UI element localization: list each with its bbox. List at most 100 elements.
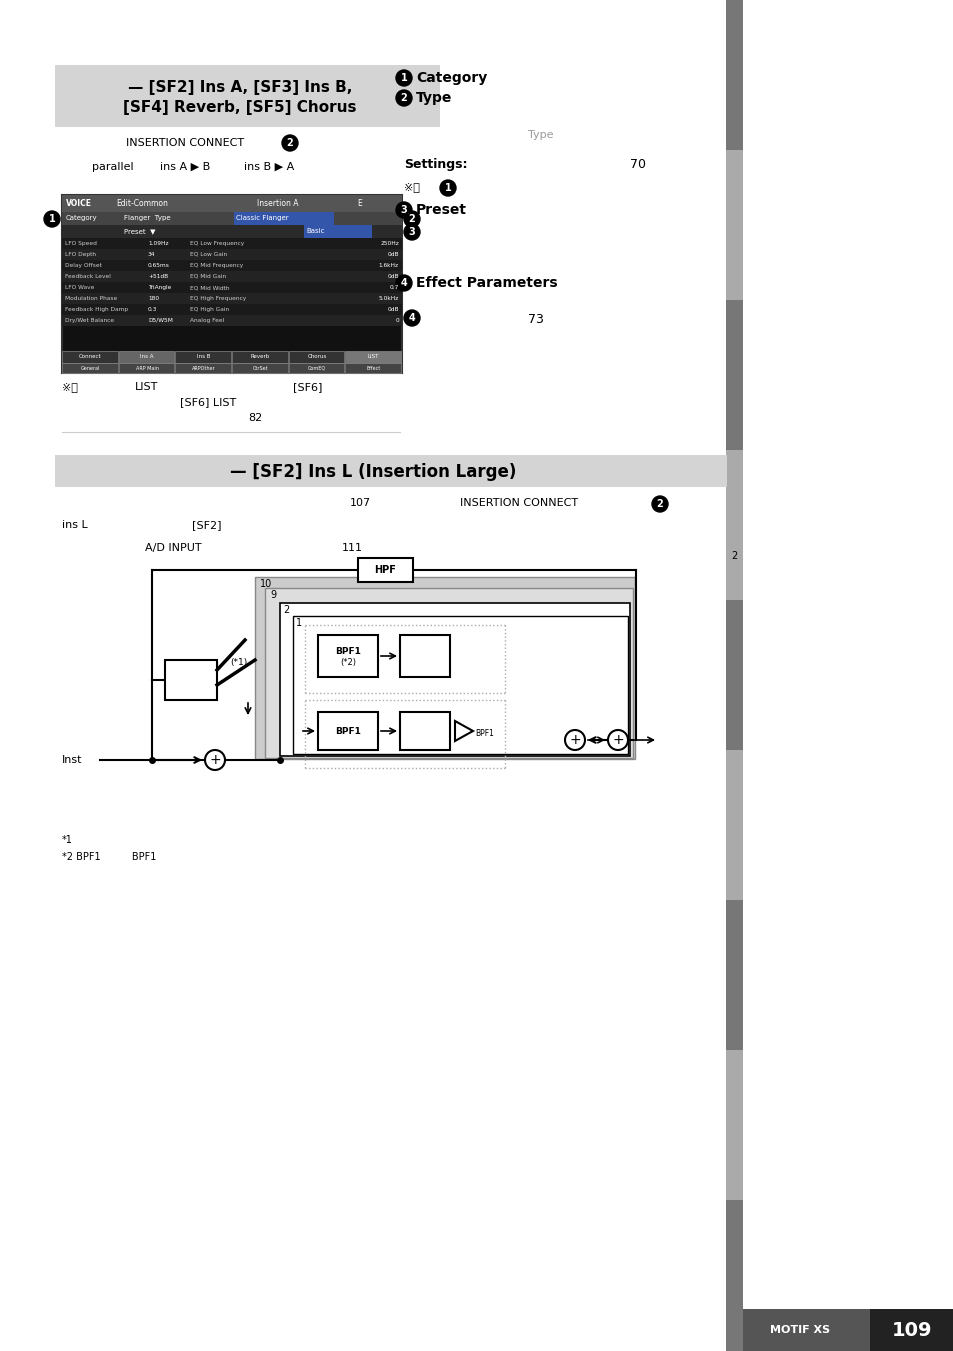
Text: CtrSet: CtrSet (253, 366, 268, 370)
Bar (317, 712, 377, 750)
Bar (317, 635, 377, 677)
Text: Preset: Preset (416, 203, 467, 218)
Text: ARPOther: ARPOther (192, 366, 215, 370)
Text: 2: 2 (400, 93, 407, 103)
Text: 70: 70 (629, 158, 645, 172)
Text: A/D INPUT: A/D INPUT (145, 543, 201, 553)
Text: 0dB: 0dB (387, 253, 398, 257)
Text: 1: 1 (400, 73, 407, 82)
Circle shape (564, 730, 584, 750)
Bar (357, 558, 413, 582)
Bar (62, 195, 401, 373)
Text: *2 BPF1          BPF1: *2 BPF1 BPF1 (62, 852, 156, 862)
Bar (55, 65, 439, 127)
Circle shape (651, 496, 667, 512)
Text: 73: 73 (527, 313, 543, 326)
Text: 2: 2 (283, 605, 289, 615)
Text: HPF: HPF (375, 565, 396, 576)
Text: 1.09Hz: 1.09Hz (148, 240, 169, 246)
Text: 250Hz: 250Hz (379, 240, 398, 246)
Text: Insertion A: Insertion A (256, 199, 298, 208)
Circle shape (395, 203, 412, 218)
Text: 0dB: 0dB (387, 274, 398, 280)
Bar (725, 0, 742, 1351)
Text: — [SF2] Ins L (Insertion Large): — [SF2] Ins L (Insertion Large) (230, 463, 516, 481)
Bar (725, 750, 742, 900)
Text: 111: 111 (341, 543, 363, 553)
Text: Category: Category (66, 215, 97, 222)
Circle shape (403, 309, 419, 326)
Text: (*1): (*1) (230, 658, 247, 667)
Text: 2: 2 (286, 138, 294, 149)
Text: EQ Mid Frequency: EQ Mid Frequency (190, 263, 243, 267)
Text: 0: 0 (395, 317, 398, 323)
Text: LIST: LIST (368, 354, 379, 359)
Text: Effect Parameters: Effect Parameters (416, 276, 558, 290)
Text: Preset  ▼: Preset ▼ (124, 228, 155, 234)
Text: Flanger  Type: Flanger Type (124, 215, 171, 222)
Text: Delay Offset: Delay Offset (65, 263, 102, 267)
Text: ins A ▶ B: ins A ▶ B (160, 162, 210, 172)
Text: 34: 34 (148, 253, 155, 257)
Text: BPF1: BPF1 (335, 647, 360, 655)
Text: [SF6]: [SF6] (293, 382, 322, 392)
Bar (725, 1050, 742, 1200)
Circle shape (403, 211, 419, 227)
Bar (293, 616, 627, 754)
Text: Chorus: Chorus (307, 354, 326, 359)
Text: ※注: ※注 (62, 382, 78, 392)
Text: 4: 4 (408, 313, 415, 323)
Bar (62, 363, 117, 373)
Text: (*2): (*2) (339, 658, 355, 666)
Text: BPF1: BPF1 (475, 728, 494, 738)
Bar (725, 900, 742, 1050)
Text: ins L: ins L (62, 520, 88, 530)
Text: 4: 4 (400, 278, 407, 288)
Bar (725, 150, 742, 300)
Bar (742, 1309, 953, 1351)
Bar (232, 363, 288, 373)
Text: 1: 1 (295, 617, 302, 628)
Circle shape (403, 224, 419, 240)
Text: E: E (356, 199, 361, 208)
Text: EQ High Gain: EQ High Gain (190, 307, 229, 312)
Text: +: + (209, 753, 220, 767)
Text: 107: 107 (350, 499, 371, 508)
Circle shape (607, 730, 627, 750)
Text: ComEQ: ComEQ (308, 366, 326, 370)
Bar (232, 351, 288, 363)
Circle shape (44, 211, 60, 227)
Text: +: + (612, 734, 623, 747)
Text: EQ Low Frequency: EQ Low Frequency (190, 240, 244, 246)
Text: 3: 3 (408, 227, 415, 236)
Text: Modulation Phase: Modulation Phase (65, 296, 117, 301)
Bar (62, 293, 401, 304)
Circle shape (395, 70, 412, 86)
Bar (55, 455, 726, 486)
Text: — [SF2] Ins A, [SF3] Ins B,: — [SF2] Ins A, [SF3] Ins B, (128, 80, 352, 95)
Circle shape (205, 750, 225, 770)
Text: +51dB: +51dB (148, 274, 168, 280)
Bar (725, 450, 742, 600)
Bar (233, 212, 334, 226)
Bar (118, 351, 174, 363)
Bar (345, 351, 400, 363)
Text: VOICE: VOICE (66, 199, 91, 208)
Text: 2: 2 (408, 213, 415, 224)
Text: EQ Mid Gain: EQ Mid Gain (190, 274, 226, 280)
Bar (62, 238, 401, 249)
Text: 2: 2 (656, 499, 662, 509)
Text: parallel: parallel (91, 162, 133, 172)
Text: Edit-Common: Edit-Common (116, 199, 168, 208)
Text: EQ High Frequency: EQ High Frequency (190, 296, 246, 301)
Text: Feedback High Damp: Feedback High Damp (65, 307, 128, 312)
Text: 82: 82 (248, 413, 262, 423)
Bar (62, 272, 401, 282)
Text: 10: 10 (260, 580, 272, 589)
Text: 3: 3 (400, 205, 407, 215)
Bar (62, 212, 401, 226)
Text: Basic: Basic (306, 228, 324, 234)
Circle shape (395, 91, 412, 105)
Bar (175, 351, 231, 363)
Text: Inst: Inst (62, 755, 82, 765)
